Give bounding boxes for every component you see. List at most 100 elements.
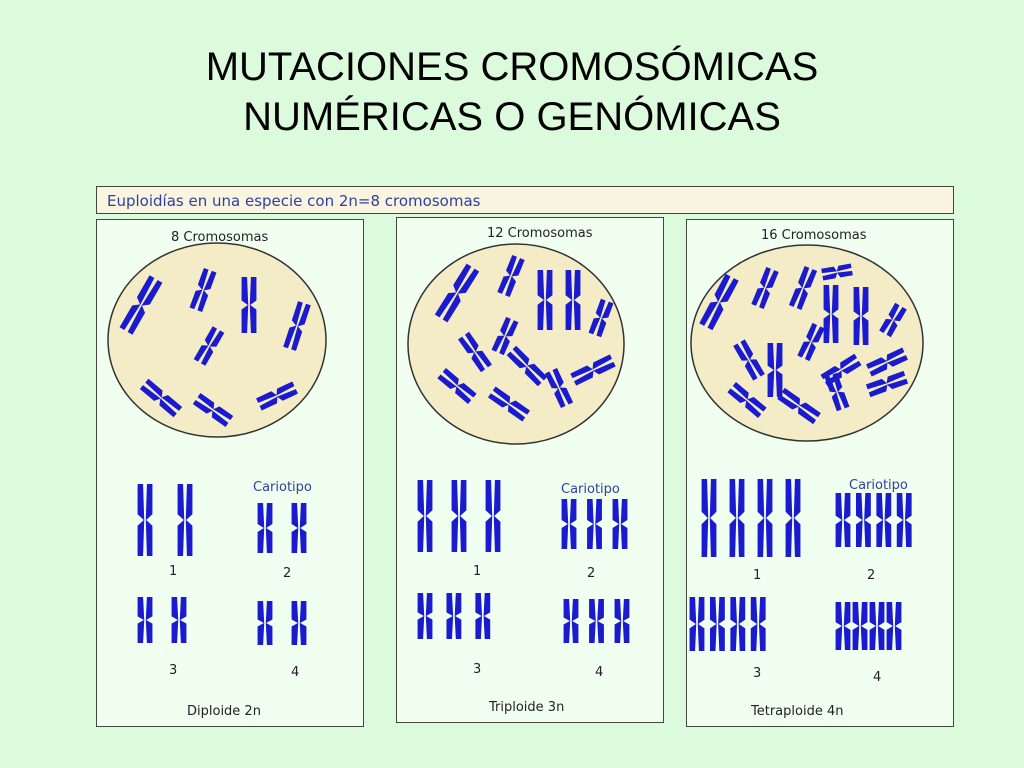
- group-number-2: 2: [867, 568, 876, 583]
- karyotype-chromosome-3-copy-2: [171, 597, 187, 643]
- karyotype-chromosome-2-copy-2: [587, 499, 602, 549]
- karyotype-chromosome-3-copy-2: [446, 593, 462, 639]
- nucleus-chromosome-4: [821, 263, 853, 281]
- karyotype-chromosome-1-copy-3: [485, 480, 501, 552]
- nucleus-chromosome-6: [491, 316, 519, 356]
- karyotype-chromosome-3-copy-3: [475, 593, 491, 639]
- karyotype-chromosome-3-copy-1: [689, 597, 705, 651]
- karyotype-group-1: [701, 479, 801, 557]
- title-line-1: MUTACIONES CROMOSÓMICAS: [205, 45, 819, 89]
- euploidy-figure: Euploidías en una especie con 2n=8 cromo…: [96, 186, 956, 728]
- karyotype-group-1: [417, 480, 501, 552]
- nucleus-chromosome-9: [767, 343, 783, 397]
- nucleus-chromosomes: [699, 263, 909, 425]
- karyotype-chromosome-4-copy-1: [257, 601, 273, 645]
- nucleus-chromosome-14: [777, 387, 821, 425]
- nucleus-chromosome-5: [193, 326, 225, 366]
- chromosome-count-label: 8 Cromosomas: [171, 230, 269, 245]
- nucleus-chromosomes: [434, 254, 616, 422]
- karyotype-group-3: [137, 597, 187, 643]
- group-number-4: 4: [291, 665, 300, 680]
- nucleus-chromosome-7: [458, 331, 492, 373]
- nucleus-chromosome-5: [823, 285, 839, 343]
- slide-title: MUTACIONES CROMOSÓMICAS NUMÉRICAS O GENÓ…: [0, 42, 1024, 142]
- karyotype-chromosome-1-copy-1: [701, 479, 717, 557]
- karyotype-chromosome-1-copy-2: [451, 480, 467, 552]
- nucleus-chromosome-13: [727, 382, 767, 418]
- karyotype-chromosome-1-copy-2: [177, 484, 193, 556]
- karyotype-group-4: [563, 599, 630, 643]
- karyotype-chromosome-3-copy-3: [730, 597, 746, 651]
- karyotype-label: Cariotipo: [849, 478, 908, 493]
- nucleus-chromosome-9: [570, 354, 616, 386]
- nucleus-chromosome-1: [434, 263, 480, 323]
- nucleus-chromosome-11: [820, 353, 862, 387]
- nucleus-chromosome-1: [699, 273, 739, 331]
- karyotype-chromosome-4-copy-3: [614, 599, 630, 643]
- karyotype-label: Cariotipo: [561, 482, 620, 497]
- nucleus-chromosome-4: [565, 270, 581, 330]
- group-number-1: 1: [753, 568, 762, 583]
- chromosome-count-label: 16 Cromosomas: [761, 228, 867, 243]
- karyotype-chromosome-2-copy-2: [855, 493, 871, 547]
- chromosome-count-label: 12 Cromosomas: [487, 226, 593, 241]
- karyotype-chromosome-3-copy-1: [417, 593, 433, 639]
- nucleus-chromosome-1: [119, 275, 163, 335]
- nucleus-chromosome-8: [256, 381, 298, 411]
- karyotype-chromosome-3-copy-1: [137, 597, 153, 643]
- nucleus-chromosome-8: [506, 345, 548, 387]
- karyotype-chromosome-4-copy-1: [563, 599, 579, 643]
- karyotype-chromosome-4-copy-2: [852, 602, 868, 650]
- karyotype-chromosome-4-copy-4: [886, 602, 902, 650]
- nucleus-chromosome-2: [497, 254, 525, 298]
- karyotype-chromosome-1-copy-2: [729, 479, 745, 557]
- karyotype-label: Cariotipo: [253, 480, 312, 495]
- karyotype-group-2: [835, 493, 912, 547]
- group-number-4: 4: [873, 670, 882, 685]
- karyotype-chromosome-1-copy-1: [417, 480, 433, 552]
- karyotype-chromosome-2-copy-3: [876, 493, 892, 547]
- nucleus-chromosome-10: [797, 322, 825, 362]
- group-number-3: 3: [753, 666, 762, 681]
- karyotype-chromosome-2-copy-1: [561, 499, 577, 549]
- nucleus-chromosome-6: [139, 378, 183, 418]
- karyotype-chromosome-4-copy-3: [869, 602, 885, 650]
- karyotype-chromosome-2-copy-2: [291, 503, 307, 553]
- karyotype-group-1: [137, 484, 193, 556]
- nucleus-chromosome-5: [588, 298, 614, 338]
- karyotype-chromosome-3-copy-4: [750, 597, 766, 651]
- karyotype-group-2: [561, 499, 628, 549]
- karyotype-chromosome-2-copy-1: [257, 503, 273, 553]
- nucleus-chromosome-4: [283, 301, 311, 351]
- karyotype-group-4: [835, 602, 902, 650]
- nucleus-chromosome-15: [824, 372, 850, 412]
- karyotype-chromosome-1-copy-4: [785, 479, 801, 557]
- nucleus-chromosome-3: [788, 266, 818, 310]
- nucleus-chromosome-7: [192, 393, 234, 427]
- karyotype-chromosome-3-copy-2: [709, 597, 725, 651]
- nucleus-chromosomes: [119, 267, 311, 427]
- nucleus-chromosome-8: [733, 339, 765, 381]
- karyotype-chromosome-4-copy-1: [835, 602, 851, 650]
- nucleus-chromosome-2: [751, 266, 779, 310]
- nucleus-chromosome-11: [487, 386, 531, 422]
- nucleus-chromosome-7: [879, 302, 907, 338]
- karyotype-group-3: [417, 593, 491, 639]
- karyotype: [417, 480, 630, 643]
- karyotype-group-3: [689, 597, 766, 651]
- group-number-1: 1: [169, 564, 178, 579]
- ploidy-label: Triploide 3n: [489, 700, 565, 715]
- nucleus-chromosome-2: [189, 267, 217, 313]
- diploid-chromosome-drawing: [107, 242, 327, 645]
- group-number-1: 1: [473, 564, 482, 579]
- karyotype-group-2: [257, 503, 307, 553]
- karyotype-chromosome-2-copy-3: [612, 499, 628, 549]
- nucleus-chromosome-12: [866, 347, 908, 377]
- karyotype-chromosome-2-copy-1: [835, 493, 851, 547]
- group-number-2: 2: [587, 566, 596, 581]
- karyotype: [689, 479, 912, 651]
- tetraploid-chromosome-drawing: [689, 244, 924, 651]
- karyotype: [137, 484, 307, 645]
- triploid-chromosome-drawing: [407, 243, 630, 643]
- karyotype-chromosome-4-copy-2: [589, 599, 604, 643]
